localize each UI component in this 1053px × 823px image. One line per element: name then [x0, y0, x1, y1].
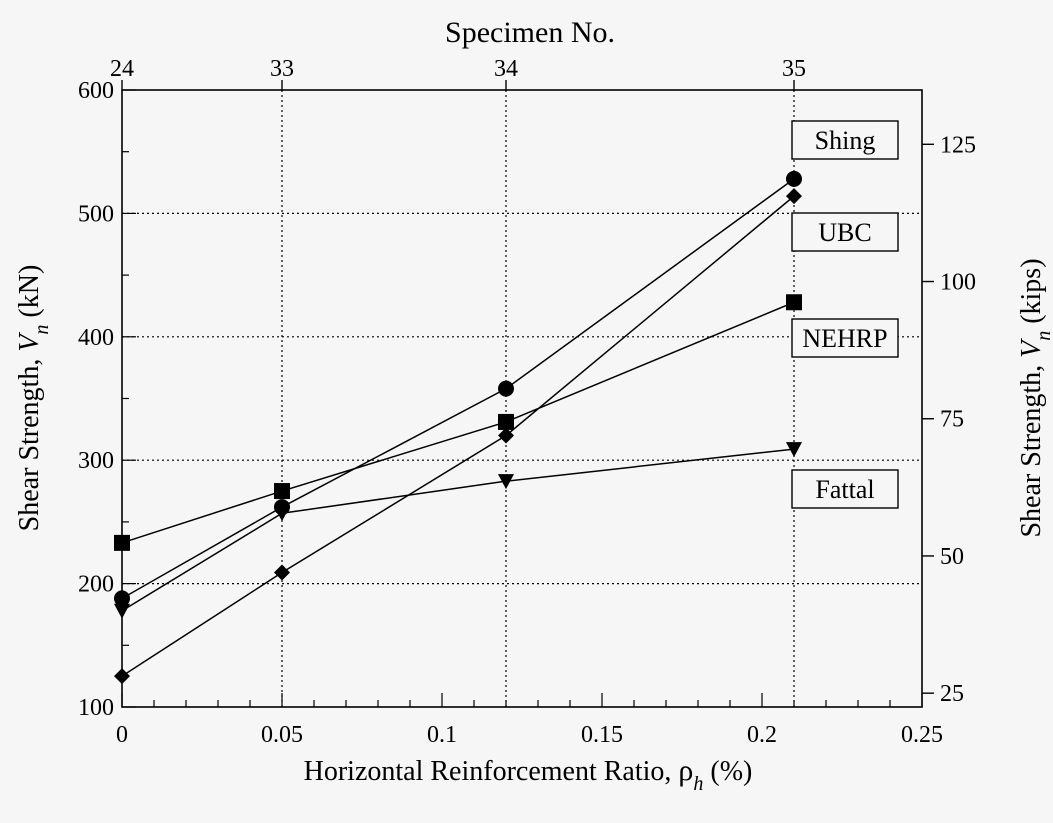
marker-ubc	[786, 188, 802, 205]
marker-fattal	[786, 442, 802, 458]
y-tick-label: 400	[78, 325, 114, 351]
marker-fattal	[114, 603, 130, 619]
x-axis-title-sub: h	[693, 773, 703, 795]
marker-shing	[114, 590, 130, 607]
legend-box-ubc	[791, 212, 899, 252]
y-tick-label: 600	[78, 78, 114, 104]
y-axis-right-sub: n	[1033, 331, 1053, 341]
marker-ubc	[114, 668, 130, 685]
marker-fattal	[274, 506, 290, 522]
top-tick-label: 33	[270, 56, 294, 82]
legend-label-fattal: Fattal	[815, 475, 874, 504]
right-tick-label: 100	[940, 270, 976, 296]
x-axis-title-main: Horizontal Reinforcement Ratio,	[304, 756, 679, 787]
series-layer	[114, 170, 802, 685]
legend-label-ubc: UBC	[818, 218, 871, 247]
x-tick-label: 0.1	[427, 722, 457, 748]
legend-item-nehrp: NEHRP	[791, 318, 899, 358]
marker-fattal	[498, 474, 514, 490]
legend-label-nehrp: NEHRP	[802, 324, 887, 353]
series-line-shing	[121, 178, 795, 600]
marker-shing	[498, 380, 514, 397]
x-tick-label: 0.25	[901, 722, 943, 748]
series-line-ubc	[121, 195, 795, 677]
marker-nehrp	[274, 483, 290, 500]
x-axis-title-symbol: ρ	[678, 754, 693, 787]
right-tick-label: 25	[940, 681, 964, 707]
legend-layer: Shing UBC NEHRP Fattal	[791, 120, 899, 509]
y-axis-left-main: Shear Strength,	[14, 352, 45, 532]
y-axis-left-unit: (kN)	[14, 265, 45, 325]
x-tick-label: 0	[116, 722, 128, 748]
top-tick-label: 34	[494, 56, 518, 82]
y-axis-right-unit: (kips)	[1016, 258, 1047, 330]
x-axis-title-unit: (%)	[703, 756, 752, 787]
right-tick-label: 50	[940, 544, 964, 570]
plot-frame	[121, 89, 923, 708]
top-tick-label: 35	[782, 56, 806, 82]
marker-nehrp	[786, 294, 802, 311]
right-tick-label: 75	[940, 407, 964, 433]
tick-layer: 24 33 34 35 0 0.05 0.1 0.15 0.2 0.25 100 200 300 400 5…	[78, 56, 976, 748]
y-tick-label: 500	[78, 201, 114, 227]
legend-item-shing: Shing	[791, 120, 899, 160]
legend-box-shing	[791, 120, 899, 160]
marker-nehrp	[498, 413, 514, 430]
y-tick-label: 200	[78, 572, 114, 598]
y-axis-right-main: Shear Strength,	[1016, 358, 1047, 538]
legend-item-fattal: Fattal	[791, 469, 899, 509]
y-axis-title-right: Shear Strength, Vn (kips)	[1016, 258, 1053, 537]
marker-shing	[786, 170, 802, 187]
x-tick-label: 0.15	[581, 722, 623, 748]
y-tick-label: 300	[78, 448, 114, 474]
legend-item-ubc: UBC	[791, 212, 899, 252]
y-axis-title-left: Shear Strength, Vn (kN)	[14, 265, 53, 532]
right-tick-label: 125	[940, 132, 976, 158]
marker-ubc	[274, 564, 290, 581]
top-tick-label: 24	[110, 56, 134, 82]
y-tick-label: 100	[78, 695, 114, 721]
x-tick-label: 0.05	[261, 722, 303, 748]
legend-box-fattal	[791, 469, 899, 509]
marker-nehrp	[114, 534, 130, 551]
series-line-nehrp	[121, 301, 795, 544]
series-line-fattal	[121, 448, 795, 612]
top-axis-title: Specimen No.	[445, 16, 615, 49]
legend-box-nehrp	[791, 318, 899, 358]
x-axis-title: Horizontal Reinforcement Ratio, ρh (%)	[304, 754, 753, 795]
marker-ubc	[498, 427, 514, 444]
x-tick-label: 0.2	[747, 722, 777, 748]
y-axis-left-symbol: V	[14, 332, 45, 352]
y-axis-left-sub: n	[31, 325, 53, 335]
grid-layer	[122, 90, 922, 707]
y-axis-right-symbol: V	[1016, 338, 1047, 358]
legend-label-shing: Shing	[815, 126, 876, 155]
